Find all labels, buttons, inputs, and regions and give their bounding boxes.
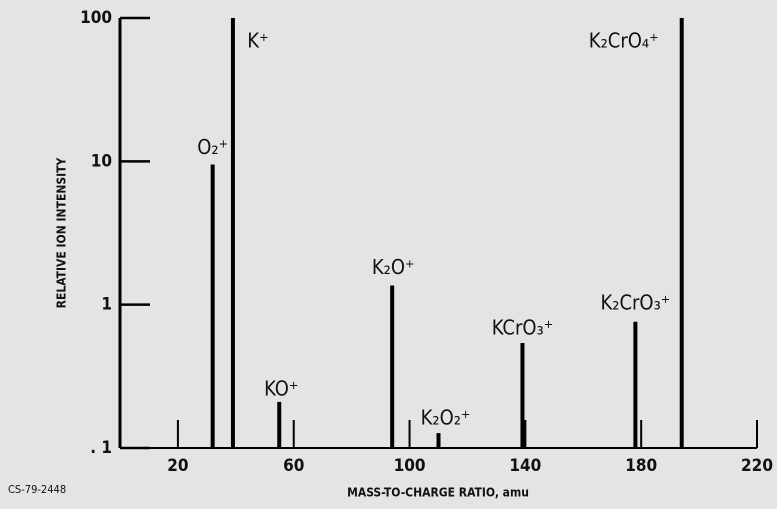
peak-label: KCrO₃⁺: [492, 316, 554, 340]
y-tick-label: 10: [91, 151, 112, 171]
figure-code: CS-79-2448: [8, 483, 66, 496]
peak-label: KO⁺: [264, 376, 298, 400]
y-tick-label: . 1: [90, 438, 112, 458]
x-tick-label: 20: [167, 456, 188, 476]
x-tick-label: 180: [625, 456, 657, 476]
x-tick-label: 60: [283, 456, 304, 476]
x-tick-label: 100: [394, 456, 426, 476]
x-tick-label: 220: [741, 456, 773, 476]
x-tick-label: 140: [509, 456, 541, 476]
peak-label: K₂O₂⁺: [421, 406, 471, 430]
y-tick-label: 1: [101, 295, 112, 315]
peak-label: K₂O⁺: [372, 255, 415, 279]
peak-label: K⁺: [247, 29, 268, 53]
peak-label: K₂CrO₄⁺: [589, 29, 659, 53]
peak-label: K₂CrO₃⁺: [600, 290, 670, 314]
y-axis-label: RELATIVE ION INTENSITY: [55, 157, 69, 308]
peak-label: O₂⁺: [197, 135, 228, 159]
y-tick-label: 100: [80, 8, 112, 28]
x-axis-label: MASS-TO-CHARGE RATIO, amu: [347, 486, 529, 500]
